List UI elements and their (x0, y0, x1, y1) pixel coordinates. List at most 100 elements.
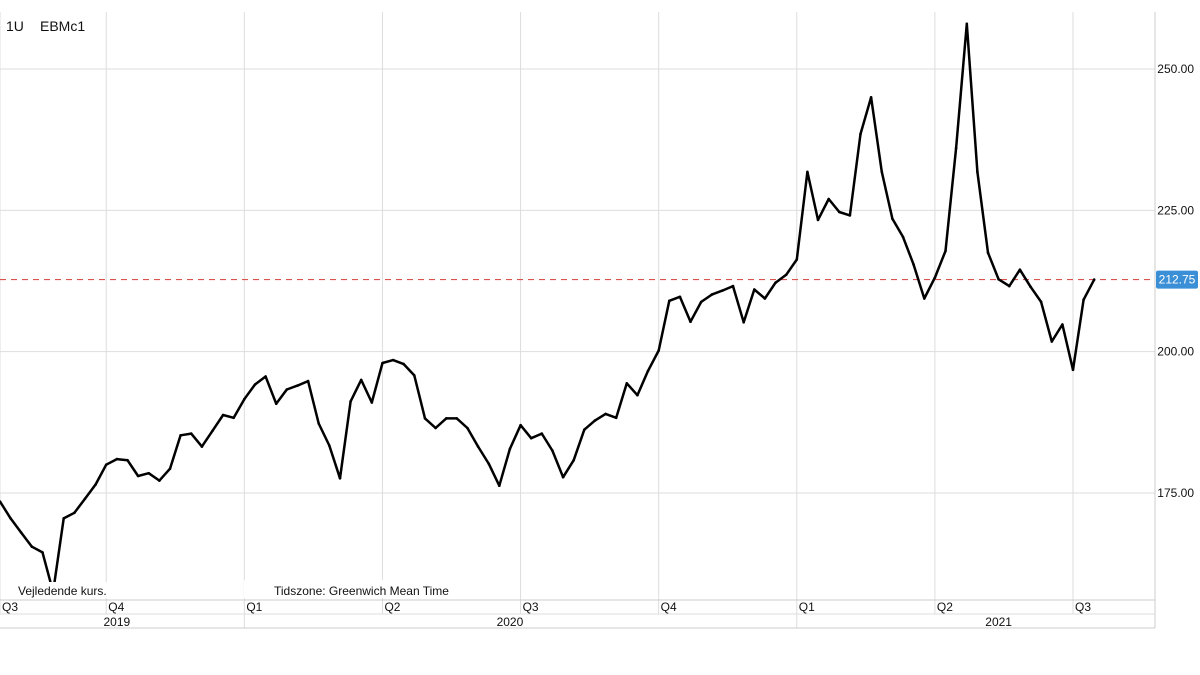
series-point-78 (827, 197, 830, 201)
series-point-1 (9, 517, 12, 520)
x-axis-quarter-labels: Q3 Q4 Q1 Q2 Q3 Q4 Q1 Q2 Q3 (2, 600, 1091, 614)
series-point-27 (285, 388, 289, 391)
quarter-label-0: Q3 (2, 600, 18, 614)
series-point-97 (1029, 285, 1032, 289)
series-point-71 (753, 288, 756, 291)
symbol-label[interactable]: EBMc1 (40, 18, 85, 34)
quarter-label-5: Q4 (661, 600, 677, 614)
year-label-2: 2021 (985, 615, 1012, 629)
series-point-75 (795, 258, 799, 261)
series-point-6 (62, 517, 65, 520)
series-point-55 (583, 428, 586, 432)
series-point-16 (168, 467, 172, 471)
current-price-tag: 212.75 (1156, 270, 1198, 289)
y-tick-label-2: 225.00 (1157, 203, 1194, 217)
series-point-4 (41, 551, 44, 554)
series-point-31 (328, 444, 331, 447)
series-point-37 (391, 358, 395, 362)
series-point-63 (668, 299, 671, 303)
series-point-98 (1039, 300, 1043, 304)
series-point-79 (838, 210, 841, 214)
series-point-21 (221, 413, 225, 417)
quarter-label-8: Q3 (1075, 600, 1091, 614)
series-point-0 (0, 500, 2, 503)
series-point-89 (944, 249, 947, 253)
axes-frame (0, 12, 1156, 629)
series-point-61 (646, 369, 650, 373)
year-label-1: 2020 (497, 615, 524, 629)
series-point-74 (784, 273, 788, 277)
series-point-51 (540, 432, 544, 435)
series-point-88 (933, 276, 937, 279)
series-point-90 (954, 146, 958, 150)
quarter-label-1: Q4 (108, 600, 124, 614)
series-point-83 (880, 170, 884, 174)
y-axis-tick-labels: 175.00 200.00 225.00 250.00 (1157, 62, 1194, 500)
series-point-103 (1092, 278, 1096, 281)
y-tick-label-3: 250.00 (1157, 62, 1194, 76)
timeframe-label[interactable]: 1U (6, 18, 24, 34)
series-point-87 (923, 297, 926, 300)
series-point-50 (529, 436, 533, 440)
y-tick-label-0: 175.00 (1157, 486, 1194, 500)
series-point-18 (189, 432, 193, 435)
series-point-44 (466, 426, 469, 430)
footer-note-left-bg (8, 582, 112, 598)
series-point-43 (455, 417, 459, 420)
series-point-53 (561, 475, 565, 479)
series-point-30 (317, 422, 321, 425)
series-point-26 (274, 402, 278, 406)
series-point-102 (1082, 298, 1085, 302)
series-point-77 (816, 218, 820, 222)
series-point-3 (30, 545, 34, 548)
series-point-52 (551, 449, 554, 452)
series-point-24 (253, 383, 257, 386)
series-line (0, 22, 1096, 594)
series-point-39 (413, 374, 416, 377)
series-point-95 (1008, 284, 1011, 288)
series-point-93 (986, 251, 990, 254)
series-point-96 (1018, 268, 1022, 272)
series-point-45 (476, 445, 480, 448)
series-point-100 (1061, 323, 1064, 326)
footer-note-right: Tidszone: Greenwich Mean Time (274, 584, 449, 598)
footer-note-left: Vejledende kurs. (18, 584, 107, 598)
series-point-34 (359, 378, 363, 382)
quarter-label-3: Q2 (384, 600, 400, 614)
series-point-85 (901, 235, 905, 239)
series-point-8 (83, 497, 87, 501)
series-point-80 (848, 214, 852, 217)
series-point-32 (338, 477, 342, 480)
series-point-86 (912, 263, 915, 266)
quarter-label-4: Q3 (523, 600, 539, 614)
series-point-56 (593, 419, 597, 422)
x-axis-year-labels: 2019 2020 2021 (104, 615, 1013, 629)
series-point-35 (370, 401, 374, 404)
series-point-46 (487, 462, 491, 465)
current-price-tag-label: 212.75 (1159, 273, 1196, 287)
series-point-76 (806, 170, 809, 174)
series-point-11 (115, 457, 119, 461)
series-point-72 (763, 297, 767, 300)
series-point-48 (508, 447, 512, 451)
series-point-59 (625, 382, 629, 385)
vertical-grid-lines (0, 12, 1074, 628)
series-point-28 (296, 384, 299, 387)
series-point-22 (232, 416, 235, 420)
series-point-69 (731, 284, 735, 288)
horizontal-grid-lines (0, 68, 1155, 494)
series-point-33 (349, 400, 352, 403)
series-point-49 (519, 423, 522, 427)
series-point-41 (434, 426, 437, 430)
series-point-17 (179, 434, 182, 437)
series-point-81 (859, 132, 862, 136)
series-point-66 (699, 300, 703, 304)
series-point-29 (306, 379, 310, 383)
series-point-42 (444, 417, 448, 420)
series-point-9 (94, 483, 97, 486)
series-point-92 (976, 170, 979, 174)
series-point-2 (19, 531, 23, 534)
quarter-label-6: Q1 (799, 600, 815, 614)
year-label-0: 2019 (104, 615, 131, 629)
